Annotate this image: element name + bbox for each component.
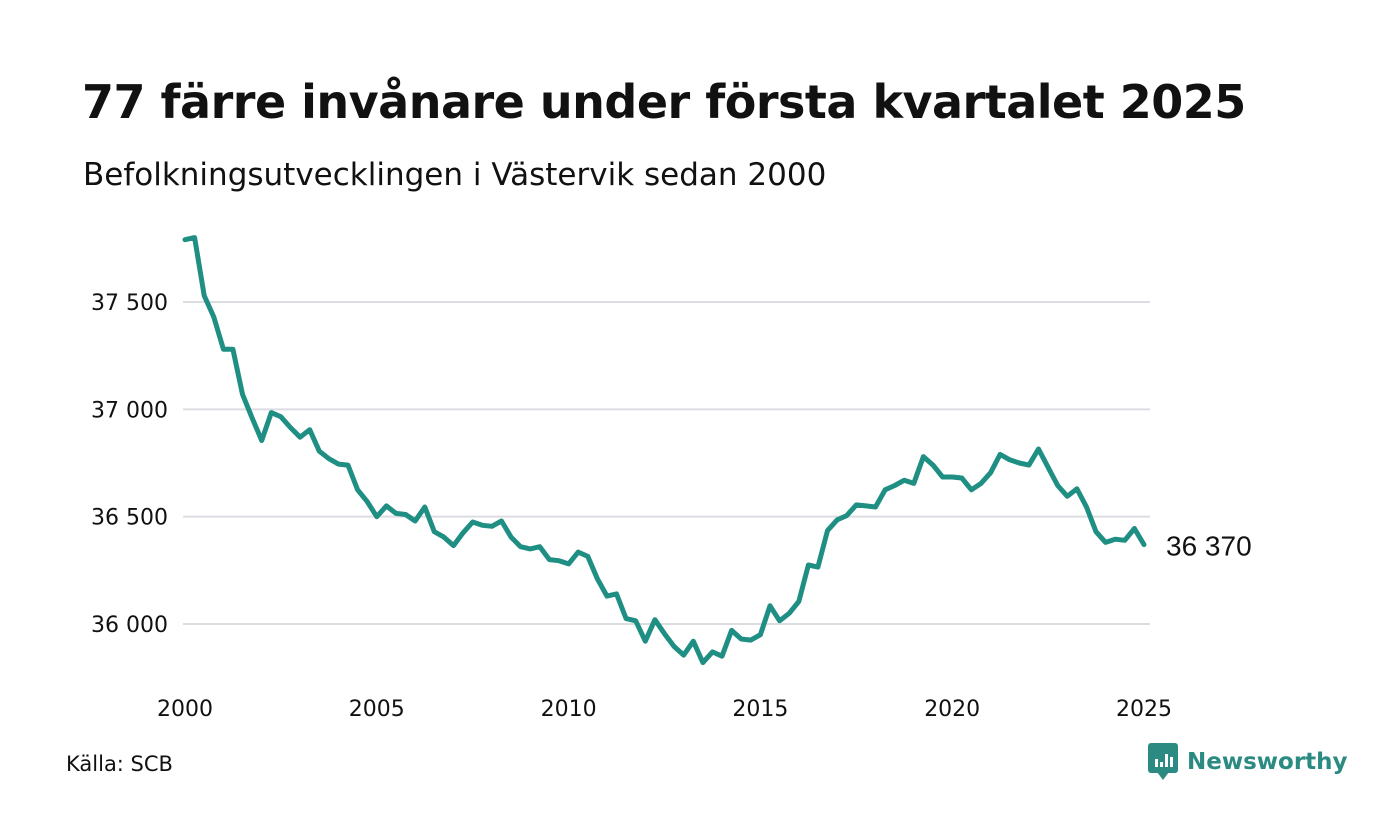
chart-title: 77 färre invånare under första kvartalet… — [82, 75, 1246, 129]
end-value-label: 36 370 — [1166, 531, 1252, 562]
brand-logo[interactable]: Newsworthy — [1148, 742, 1348, 782]
x-tick-label: 2015 — [732, 697, 788, 722]
series-line — [182, 235, 1147, 666]
chart-subtitle: Befolkningsutvecklingen i Västervik seda… — [83, 157, 827, 193]
gridlines — [183, 301, 1150, 625]
x-tick-label: 2020 — [924, 697, 980, 722]
x-tick-label: 2025 — [1116, 697, 1172, 722]
source-note: Källa: SCB — [66, 752, 173, 776]
y-tick-label: 36 000 — [91, 613, 168, 638]
end-label-layer: 36 370 — [1166, 531, 1252, 562]
x-tick-label: 2005 — [349, 697, 405, 722]
y-tick-label: 37 000 — [91, 398, 168, 423]
series-layer — [182, 235, 1147, 666]
x-tick-label: 2000 — [157, 697, 213, 722]
y-tick-label: 36 500 — [91, 506, 168, 531]
x-tick-label: 2010 — [541, 697, 597, 722]
y-tick-label: 37 500 — [91, 291, 168, 316]
y-axis-ticks: 36 000 36 500 37 000 37 500 — [91, 291, 168, 638]
newsworthy-logo-icon — [1148, 743, 1178, 780]
brand-name: Newsworthy — [1187, 749, 1348, 775]
x-axis-ticks: 2000 2005 2010 2015 2020 2025 — [157, 697, 1172, 722]
